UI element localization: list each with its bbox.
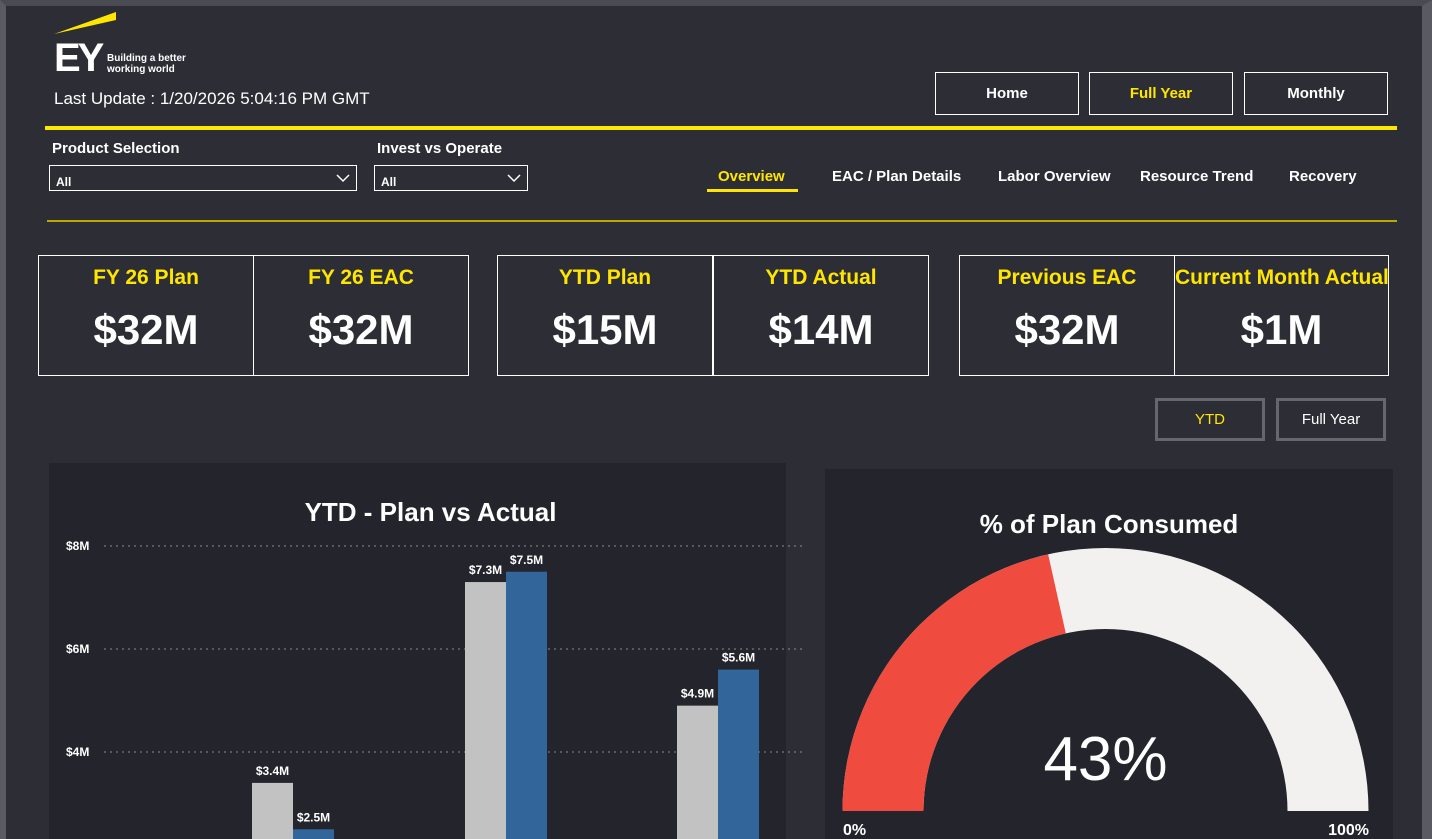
- invest-vs-operate-label: Invest vs Operate: [377, 140, 503, 157]
- actual-data-label: $2.5M: [297, 810, 330, 824]
- kpi-title: YTD Actual: [765, 266, 877, 289]
- kpi-title: FY 26 Plan: [93, 266, 199, 289]
- kpi-value: $32M: [93, 306, 199, 353]
- invest-vs-operate-dropdown[interactable]: All: [374, 165, 528, 191]
- invest-vs-operate-value: All: [381, 175, 397, 189]
- kpi-card-current-month-actual: Current Month Actual $1M: [1174, 255, 1389, 376]
- gauge-min-label: 0%: [843, 822, 866, 839]
- header-divider: [45, 126, 1397, 130]
- tab-labor-overview[interactable]: Labor Overview: [998, 168, 1111, 185]
- tab-overview-underline: [707, 189, 798, 192]
- gauge-max-label: 100%: [1328, 822, 1369, 839]
- kpi-value: $14M: [768, 306, 874, 353]
- y-tick-label: $6M: [66, 642, 89, 656]
- logo-tagline-line-1: Building a better: [107, 53, 186, 64]
- logo-tagline: Building a better working world: [107, 53, 186, 75]
- tab-eac-plan-details[interactable]: EAC / Plan Details: [832, 168, 962, 185]
- kpi-value: $32M: [1014, 306, 1120, 353]
- kpi-title: YTD Plan: [558, 266, 652, 289]
- kpi-value: $15M: [552, 306, 658, 353]
- logo-beam-icon: [54, 12, 116, 34]
- y-tick-label: $4M: [66, 745, 89, 759]
- kpi-card-fy26-eac: FY 26 EAC $32M: [253, 255, 469, 376]
- product-selection-label: Product Selection: [52, 140, 180, 157]
- tab-resource-trend[interactable]: Resource Trend: [1140, 168, 1254, 185]
- ey-logo: EY Building a better working world: [54, 12, 194, 80]
- kpi-title: Previous EAC: [997, 266, 1137, 289]
- chevron-down-icon: [336, 174, 350, 183]
- plan-data-label: $7.3M: [469, 563, 502, 577]
- product-selection-dropdown[interactable]: All: [49, 165, 357, 191]
- ytd-plan-vs-actual-panel: [49, 463, 786, 839]
- bar-chart-title: YTD - Plan vs Actual: [304, 497, 557, 527]
- plan-bar: [465, 582, 506, 839]
- actual-bar: [718, 669, 759, 839]
- ytd-toggle-button[interactable]: YTD: [1155, 398, 1265, 441]
- nav-full-year-button[interactable]: Full Year: [1089, 72, 1233, 115]
- logo-tagline-line-2: working world: [107, 64, 175, 75]
- plan-data-label: $3.4M: [256, 764, 289, 778]
- kpi-value: $32M: [308, 306, 414, 353]
- product-selection-value: All: [56, 175, 72, 189]
- kpi-card-ytd-plan: YTD Plan $15M: [497, 255, 713, 376]
- kpi-title: Current Month Actual: [1175, 266, 1389, 289]
- nav-home-button[interactable]: Home: [935, 72, 1079, 115]
- actual-data-label: $7.5M: [510, 553, 543, 567]
- actual-data-label: $5.6M: [722, 651, 755, 665]
- y-tick-label: $8M: [66, 539, 89, 553]
- plan-data-label: $4.9M: [681, 687, 714, 701]
- filter-divider: [47, 220, 1397, 222]
- gauge-fill: [842, 554, 1066, 811]
- actual-bar: [293, 829, 334, 839]
- gauge-title: % of Plan Consumed: [979, 509, 1239, 539]
- kpi-card-previous-eac: Previous EAC $32M: [959, 255, 1175, 376]
- nav-monthly-button[interactable]: Monthly: [1244, 72, 1388, 115]
- bar-chart: $8M $6M $4M $3.4M $2.5M $7.3M $7.5M $4.9M $5.6M: [66, 539, 804, 839]
- chevron-down-icon: [507, 174, 521, 183]
- last-update-text: Last Update : 1/20/2026 5:04:16 PM GMT: [54, 89, 370, 108]
- gauge-value-label: 43%: [1043, 725, 1167, 794]
- tab-recovery[interactable]: Recovery: [1289, 168, 1357, 185]
- tab-overview[interactable]: Overview: [718, 168, 785, 185]
- logo-text: EY: [54, 36, 104, 80]
- kpi-card-ytd-actual: YTD Actual $14M: [713, 255, 929, 376]
- kpi-card-fy26-plan: FY 26 Plan $32M: [38, 255, 254, 376]
- kpi-title: FY 26 EAC: [308, 266, 414, 289]
- plan-bar: [252, 782, 293, 839]
- plan-bar: [677, 705, 718, 839]
- actual-bar: [506, 571, 547, 839]
- full-year-toggle-button[interactable]: Full Year: [1276, 398, 1386, 441]
- gauge-chart: 43% 0% 100%: [842, 548, 1369, 839]
- kpi-value: $1M: [1240, 306, 1323, 353]
